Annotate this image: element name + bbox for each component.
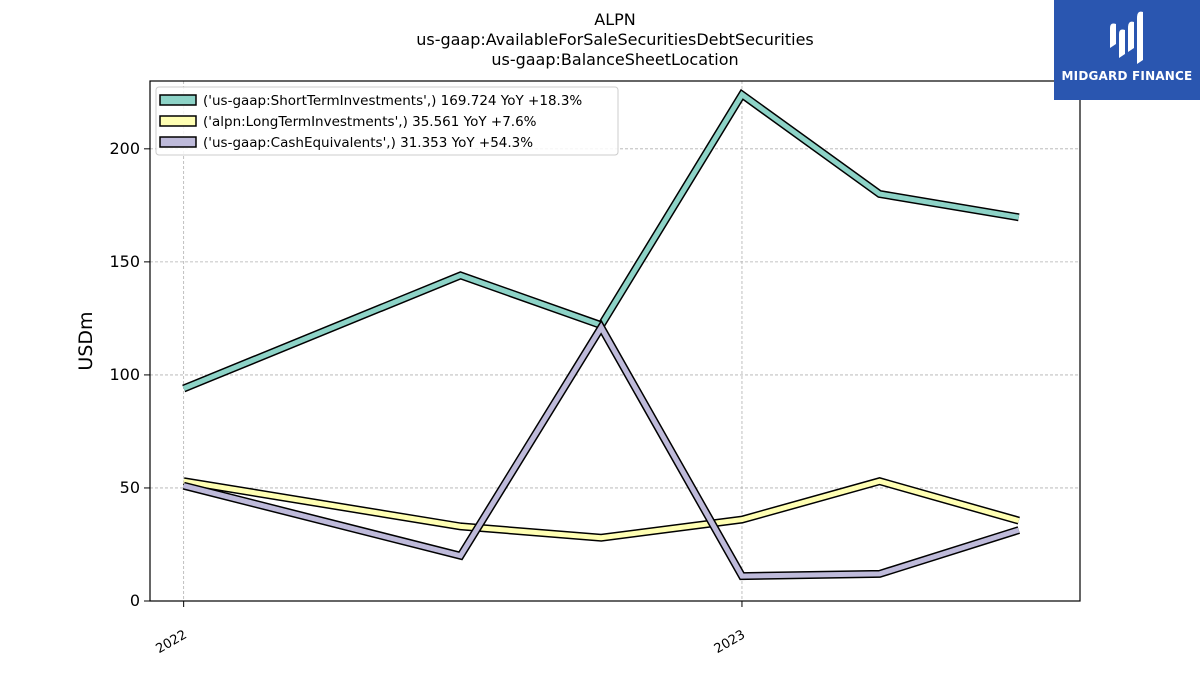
y-tick-label: 150 [109,252,140,271]
y-axis: 0 50 100 150 200 [109,139,150,610]
chart-title-line-2: us-gaap:AvailableForSaleSecuritiesDebtSe… [416,30,814,49]
series-line [182,90,1020,391]
legend: ('us-gaap:ShortTermInvestments',) 169.72… [155,86,619,156]
legend-box [155,86,619,156]
y-axis-label: USDm [75,311,97,370]
x-tick-label: 2022 [153,627,189,657]
x-tick-label: 2023 [712,627,748,657]
legend-swatch [159,115,197,127]
legend-item: ('us-gaap:ShortTermInvestments',) 169.72… [159,93,582,109]
y-tick-label: 0 [130,591,140,610]
series-line-outline [183,477,1020,542]
brand-logo: MIDGARD FINANCE [1054,0,1200,100]
x-axis: 2022 2023 [153,601,748,657]
legend-label: ('us-gaap:CashEquivalents',) 31.353 YoY … [203,135,533,151]
series-line [183,478,1020,541]
chart-title-line-1: ALPN [594,10,636,29]
legend-swatch [159,136,197,148]
legend-item: ('us-gaap:CashEquivalents',) 31.353 YoY … [159,135,533,151]
series-layer [182,88,1021,581]
y-tick-label: 50 [120,478,140,497]
legend-label: ('alpn:LongTermInvestments',) 35.561 YoY… [203,114,537,130]
chart-title-line-3: us-gaap:BalanceSheetLocation [491,50,739,69]
series-1 [183,477,1020,542]
legend-swatch [159,94,197,106]
plot-frame [149,80,1081,602]
y-tick-label: 200 [109,139,140,158]
legend-item: ('alpn:LongTermInvestments',) 35.561 YoY… [159,114,537,130]
series-0 [182,88,1020,393]
chart-title: ALPN us-gaap:AvailableForSaleSecuritiesD… [150,10,1080,70]
logo-text: MIDGARD FINANCE [1061,69,1193,83]
series-line [183,322,1020,579]
legend-label: ('us-gaap:ShortTermInvestments',) 169.72… [203,93,582,109]
y-tick-label: 100 [109,365,140,384]
series-2 [182,319,1021,581]
logo-mark-icon [1110,11,1143,65]
